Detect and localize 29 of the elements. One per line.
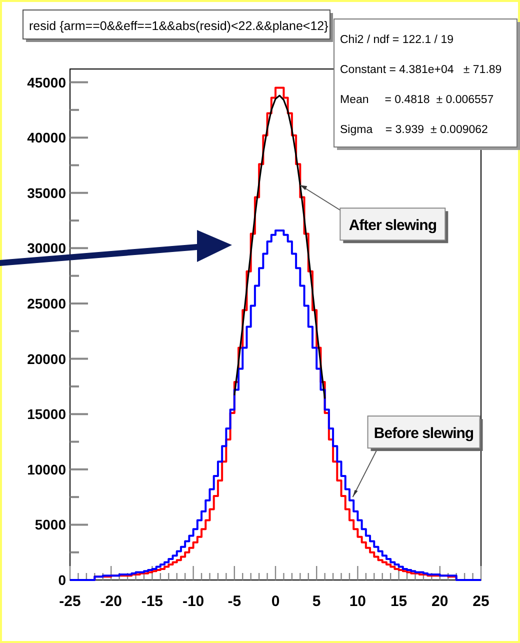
x-tick-label: 25 [472, 593, 490, 610]
x-tick-label: -15 [141, 593, 164, 610]
line-series [234, 94, 326, 400]
y-tick-label: 30000 [27, 240, 66, 256]
x-tick-label: 15 [390, 593, 408, 610]
y-tick-label: 20000 [27, 350, 66, 367]
x-tick-label: 5 [312, 593, 321, 610]
y-tick-label: 10000 [27, 461, 66, 478]
x-tick-label: -20 [100, 593, 122, 610]
y-tick-label: 5000 [34, 516, 66, 533]
y-tick-label: 25000 [27, 295, 66, 312]
y-tick-label: 35000 [27, 184, 66, 201]
x-tick-label: -5 [228, 593, 242, 610]
y-tick-label: 15000 [27, 406, 66, 422]
x-tick-label: 20 [432, 593, 448, 610]
x-tick-label: -25 [59, 593, 81, 610]
annotation: Mean = 0.4818 ± 0.006557 [340, 94, 494, 106]
text: Chi2 / ndf = 122.1 / 19 [340, 34, 454, 46]
annotation: Sigma = 3.939 ± 0.009062 [340, 124, 488, 136]
annotation: Before slewing [374, 425, 474, 442]
y-tick-label: 45000 [27, 74, 66, 90]
annotation: After slewing [348, 217, 437, 234]
x-tick-label: 10 [349, 593, 366, 610]
x-tick-label: -10 [182, 593, 204, 610]
y-tick-label: 40000 [27, 130, 66, 146]
x-tick-label: 0 [271, 593, 280, 610]
y-tick-label: 0 [58, 572, 66, 588]
annotation: Constant = 4.381e+04 ± 71.89 [340, 64, 502, 76]
chart-title: resid {arm==0&&eff==1&&abs(resid)<22.&&plane<12} [29, 19, 328, 33]
